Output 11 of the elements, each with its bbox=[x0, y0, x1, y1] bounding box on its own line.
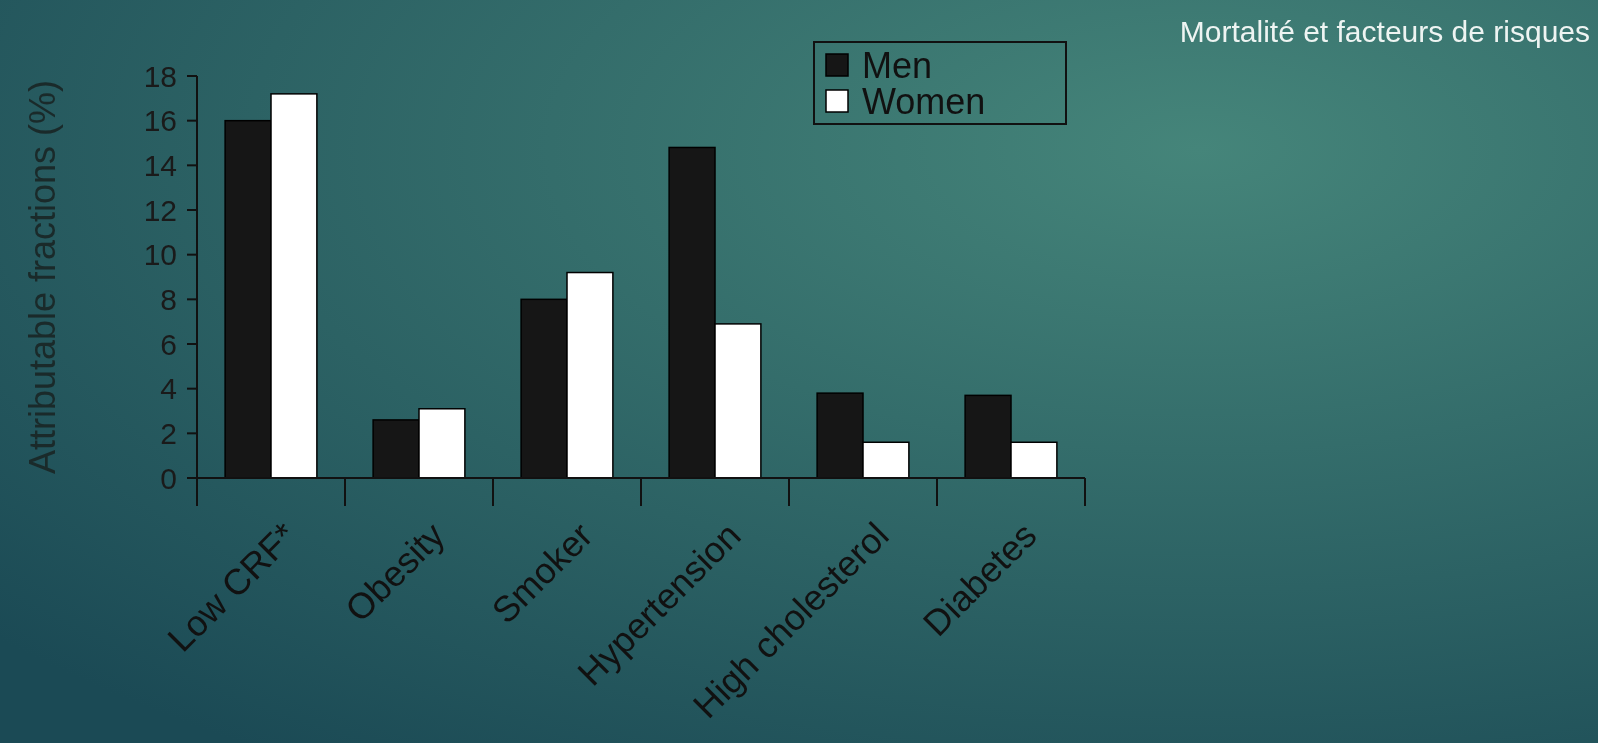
y-tick-label: 12 bbox=[143, 193, 177, 227]
y-tick-label: 0 bbox=[160, 461, 177, 495]
y-tick-label: 4 bbox=[160, 372, 177, 406]
y-tick-label: 8 bbox=[160, 282, 177, 316]
y-tick-label: 10 bbox=[143, 238, 177, 272]
y-tick-label: 14 bbox=[143, 148, 177, 182]
y-tick-label: 18 bbox=[143, 59, 177, 93]
y-tick-label: 2 bbox=[160, 416, 177, 450]
text: Mortalité et facteurs de risques bbox=[1179, 15, 1590, 48]
y-tick-label: 6 bbox=[160, 327, 177, 361]
y-tick-label: 16 bbox=[143, 104, 177, 138]
